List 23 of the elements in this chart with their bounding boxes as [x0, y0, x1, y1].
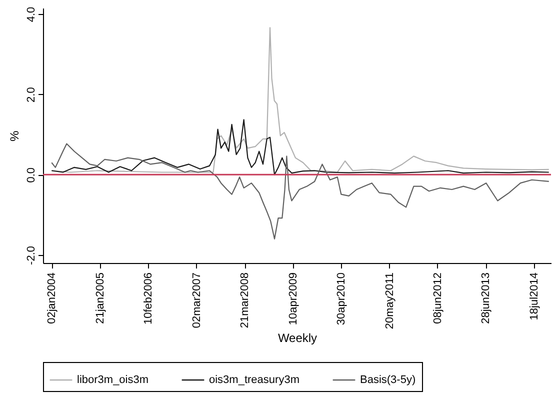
- line-series: [51, 27, 550, 173]
- y-tick-label: 0.0: [26, 168, 38, 183]
- line-series: [51, 119, 550, 176]
- x-tick-label: 20may2011: [384, 272, 396, 330]
- x-tick-label: 10apr2009: [287, 272, 300, 326]
- x-tick-label: 08jun2012: [432, 272, 444, 324]
- x-tick-label: 21mar2008: [239, 272, 252, 328]
- y-tick-label: -2.0: [26, 246, 38, 265]
- legend-label: Basis(3-5y): [360, 374, 416, 386]
- legend-label: ois3m_treasury3m: [209, 374, 300, 386]
- y-tick-label: 4.0: [26, 6, 38, 22]
- y-axis-title: %: [8, 130, 22, 142]
- x-tick-label: 30apr2010: [336, 272, 348, 326]
- x-tick-label: 02mar2007: [190, 272, 203, 328]
- x-tick-label: 10feb2006: [142, 272, 155, 324]
- x-tick-label: 02jan2004: [46, 272, 58, 324]
- x-tick-label: 18jul2014: [528, 272, 540, 320]
- y-tick-label: 2.0: [26, 87, 38, 102]
- line-series: [51, 143, 550, 240]
- legend-label: libor3m_ois3m: [77, 374, 149, 386]
- x-tick-label: 21jan2005: [94, 272, 106, 324]
- x-tick-label: 28jun2013: [480, 272, 492, 324]
- x-axis-title: Weekly: [278, 331, 318, 346]
